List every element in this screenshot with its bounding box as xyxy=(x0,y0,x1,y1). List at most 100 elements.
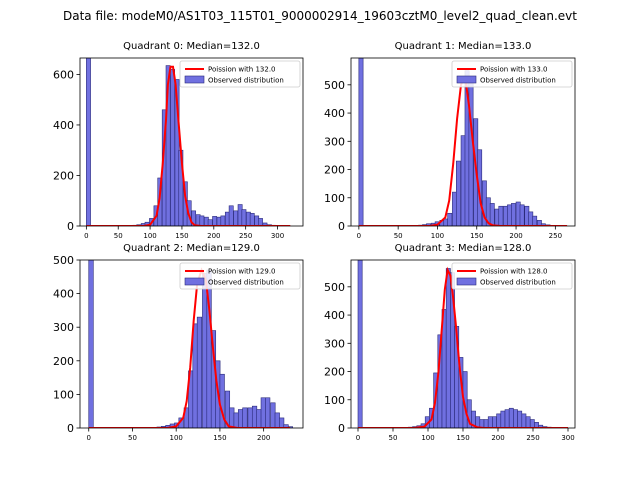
figure-suptitle: Data file: modeM0/AS1T03_115T01_90000029… xyxy=(63,9,577,23)
histogram-bar xyxy=(468,78,474,226)
legend-label-observed: Observed distribution xyxy=(480,77,556,85)
histogram-bar xyxy=(88,260,94,428)
y-tick-label: 200 xyxy=(53,355,74,368)
histogram-bar xyxy=(228,205,234,226)
histogram-bar xyxy=(220,215,226,226)
histogram-bar xyxy=(279,417,285,428)
histogram-bar xyxy=(249,213,255,226)
y-tick-label: 600 xyxy=(53,68,74,81)
histogram-bars xyxy=(88,260,293,428)
histogram-bar xyxy=(460,135,466,226)
histogram-bar xyxy=(483,419,489,428)
histogram-bar xyxy=(283,424,289,428)
histogram-bar xyxy=(247,407,253,428)
legend-label-observed: Observed distribution xyxy=(208,279,284,287)
panel-title: Quadrant 3: Median=128.0 xyxy=(395,243,532,254)
histogram-bar xyxy=(237,409,244,428)
x-tick-label: 50 xyxy=(394,232,403,240)
histogram-bar xyxy=(258,218,263,226)
x-tick-label: 50 xyxy=(114,232,123,240)
histogram-bar xyxy=(503,205,509,226)
histogram-bar xyxy=(357,260,363,428)
panel-title: Quadrant 1: Median=133.0 xyxy=(395,41,532,52)
histogram-bar xyxy=(508,407,514,428)
y-tick-label: 400 xyxy=(324,107,345,120)
histogram-bar xyxy=(456,160,461,226)
x-tick-label: 100 xyxy=(421,434,434,442)
histogram-bar xyxy=(511,203,516,226)
legend-label-poisson: Poission with 129.0 xyxy=(208,268,276,276)
legend-bar-swatch xyxy=(184,277,205,286)
histogram-bar xyxy=(532,215,538,226)
x-tick-label: 250 xyxy=(239,232,252,240)
histogram-bar xyxy=(274,412,280,428)
legend-label-observed: Observed distribution xyxy=(208,77,284,85)
y-tick-label: 0 xyxy=(67,220,74,233)
y-tick-label: 500 xyxy=(324,281,345,294)
y-tick-label: 500 xyxy=(324,79,345,92)
histogram-bar xyxy=(521,413,527,428)
y-tick-label: 0 xyxy=(338,220,345,233)
axes-frame xyxy=(79,259,304,429)
histogram-bar xyxy=(477,149,483,226)
legend-box xyxy=(179,262,301,290)
y-tick-label: 200 xyxy=(324,366,345,379)
panel-title: Quadrant 2: Median=129.0 xyxy=(123,243,260,254)
histogram-bars xyxy=(86,58,276,226)
histogram-bar xyxy=(170,69,175,226)
histogram-bar xyxy=(500,410,506,428)
legend-label-poisson: Poission with 132.0 xyxy=(208,66,276,74)
panel-quadrant-0: Quadrant 0: Median=132.0 0 200 400 600 0 50 100… xyxy=(53,41,304,240)
x-tick-label: 150 xyxy=(175,232,188,240)
y-tick-label: 100 xyxy=(53,388,74,401)
subplots: Quadrant 0: Median=132.0 0 200 400 600 0 50 100… xyxy=(53,41,576,442)
histogram-bar xyxy=(233,210,239,226)
y-tick-label: 500 xyxy=(53,254,74,267)
legend-label-poisson: Poission with 128.0 xyxy=(480,268,548,276)
histogram-bar xyxy=(489,203,495,226)
legend: Poission with 132.0 Observed distribution xyxy=(179,60,301,88)
histogram-bar xyxy=(256,409,262,428)
histogram-bar xyxy=(242,407,248,428)
histogram-bar xyxy=(251,405,258,428)
x-tick-label: 100 xyxy=(431,232,444,240)
y-tick-label: 400 xyxy=(53,119,74,132)
x-tick-label: 100 xyxy=(143,232,156,240)
histogram-bar xyxy=(540,223,546,226)
histogram-bar xyxy=(196,316,203,428)
histogram-bar xyxy=(358,58,364,226)
y-tick-label: 100 xyxy=(324,192,345,205)
panel-quadrant-1: Quadrant 1: Median=133.0 0 100 200 300 400 500… xyxy=(324,41,576,240)
x-tick-label: 200 xyxy=(509,232,522,240)
x-tick-label: 0 xyxy=(356,434,360,442)
histogram-bar xyxy=(524,205,530,226)
histogram-bar xyxy=(496,413,502,428)
histogram-bar xyxy=(443,218,449,226)
legend: Poission with 129.0 Observed distribution xyxy=(179,262,301,290)
x-tick-label: 300 xyxy=(561,434,574,442)
x-tick-label: 150 xyxy=(213,434,226,442)
legend: Poission with 128.0 Observed distribution xyxy=(451,262,573,290)
legend-box xyxy=(179,60,301,88)
legend: Poission with 133.0 Observed distribution xyxy=(451,60,573,88)
axes-frame xyxy=(350,57,576,227)
y-tick-label: 300 xyxy=(324,135,345,148)
histogram-bar xyxy=(270,402,276,428)
legend-box xyxy=(451,262,573,290)
legend-label-observed: Observed distribution xyxy=(480,279,556,287)
x-tick-label: 0 xyxy=(84,232,88,240)
x-tick-label: 250 xyxy=(526,434,539,442)
histogram-bar xyxy=(525,416,531,428)
histogram-bar xyxy=(515,201,521,226)
histogram-bar xyxy=(507,204,512,226)
histogram-bar xyxy=(513,409,518,428)
histogram-bar xyxy=(202,273,208,428)
histogram-bar xyxy=(529,419,535,428)
x-tick-label: 100 xyxy=(170,434,183,442)
histogram-bar xyxy=(265,397,271,428)
histogram-bar xyxy=(199,215,205,226)
legend-box xyxy=(451,60,573,88)
y-tick-label: 200 xyxy=(324,164,345,177)
x-tick-label: 200 xyxy=(257,434,270,442)
